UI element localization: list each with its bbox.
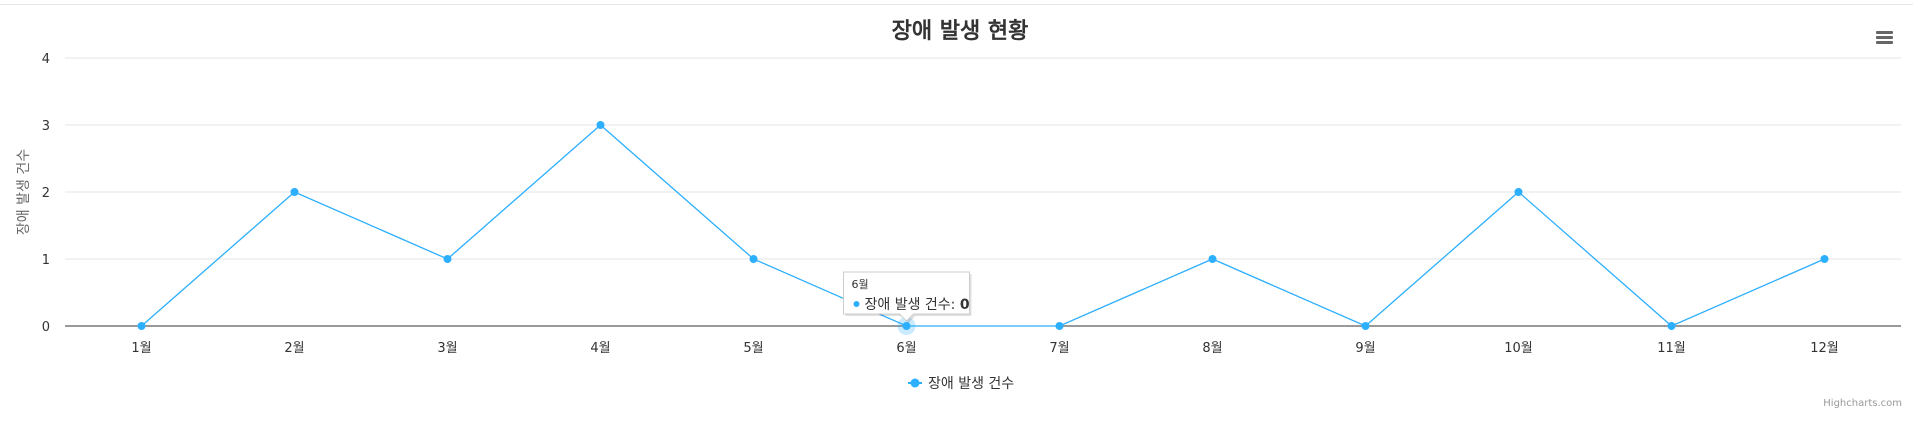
x-tick-label: 9월 xyxy=(1355,341,1375,356)
tooltip-box xyxy=(843,271,970,322)
data-point[interactable] xyxy=(1820,255,1829,263)
y-tick-label: 1 xyxy=(42,253,50,268)
top-border xyxy=(0,4,1913,5)
y-axis-ticks: 0 1 2 3 4 xyxy=(42,52,50,335)
data-point[interactable] xyxy=(1055,322,1064,330)
data-point[interactable] xyxy=(290,188,299,196)
legend-item[interactable]: 장애 발생 건수 xyxy=(908,376,1014,392)
x-tick-label: 10월 xyxy=(1504,341,1533,356)
x-axis-ticks: 1월 2월 3월 4월 5월 6월 7월 8월 9월 10월 11월 12월 xyxy=(131,341,1838,356)
series-line[interactable] xyxy=(141,124,1825,327)
x-tick-label: 8월 xyxy=(1202,341,1222,356)
data-point[interactable] xyxy=(1514,188,1523,196)
x-tick-label: 7월 xyxy=(1049,341,1069,356)
y-tick-label: 0 xyxy=(42,320,50,335)
credits-link[interactable]: Highcharts.com xyxy=(1823,398,1902,409)
x-tick-label: 3월 xyxy=(437,341,457,356)
x-tick-label: 5월 xyxy=(743,341,763,356)
legend-label[interactable]: 장애 발생 건수 xyxy=(928,376,1014,392)
data-point[interactable] xyxy=(1208,255,1217,263)
x-tick-label: 1월 xyxy=(131,341,151,356)
data-point[interactable] xyxy=(749,255,758,263)
hamburger-menu-icon[interactable] xyxy=(1876,31,1893,44)
x-tick-label: 11월 xyxy=(1657,341,1686,356)
x-tick-label: 4월 xyxy=(590,341,610,356)
data-point[interactable] xyxy=(1361,322,1370,330)
tooltip-body: 장애 발생 건수: 0 xyxy=(865,297,970,313)
tooltip-series-marker xyxy=(853,301,860,307)
tooltip-value: 0 xyxy=(960,297,970,313)
y-tick-label: 3 xyxy=(42,119,50,134)
y-axis-label: 장애 발생 건수 xyxy=(16,149,32,235)
legend-marker-symbol xyxy=(910,378,920,388)
data-point[interactable] xyxy=(137,322,146,330)
series-line-group[interactable] xyxy=(137,121,1829,335)
tooltip-header: 6월 xyxy=(852,278,869,291)
x-tick-label: 12월 xyxy=(1810,341,1839,356)
data-point[interactable] xyxy=(902,322,911,330)
data-point[interactable] xyxy=(1667,322,1676,330)
chart-title: 장애 발생 현황 xyxy=(892,19,1029,44)
export-menu-button[interactable] xyxy=(1872,24,1896,48)
y-tick-label: 2 xyxy=(42,186,50,201)
x-tick-label: 2월 xyxy=(284,341,304,356)
y-gridlines xyxy=(65,57,1901,260)
y-tick-label: 4 xyxy=(42,52,50,67)
tooltip-series-label: 장애 발생 건수: xyxy=(865,297,960,313)
data-point[interactable] xyxy=(596,121,605,129)
x-tick-label: 6월 xyxy=(896,341,916,356)
data-point[interactable] xyxy=(443,255,452,263)
